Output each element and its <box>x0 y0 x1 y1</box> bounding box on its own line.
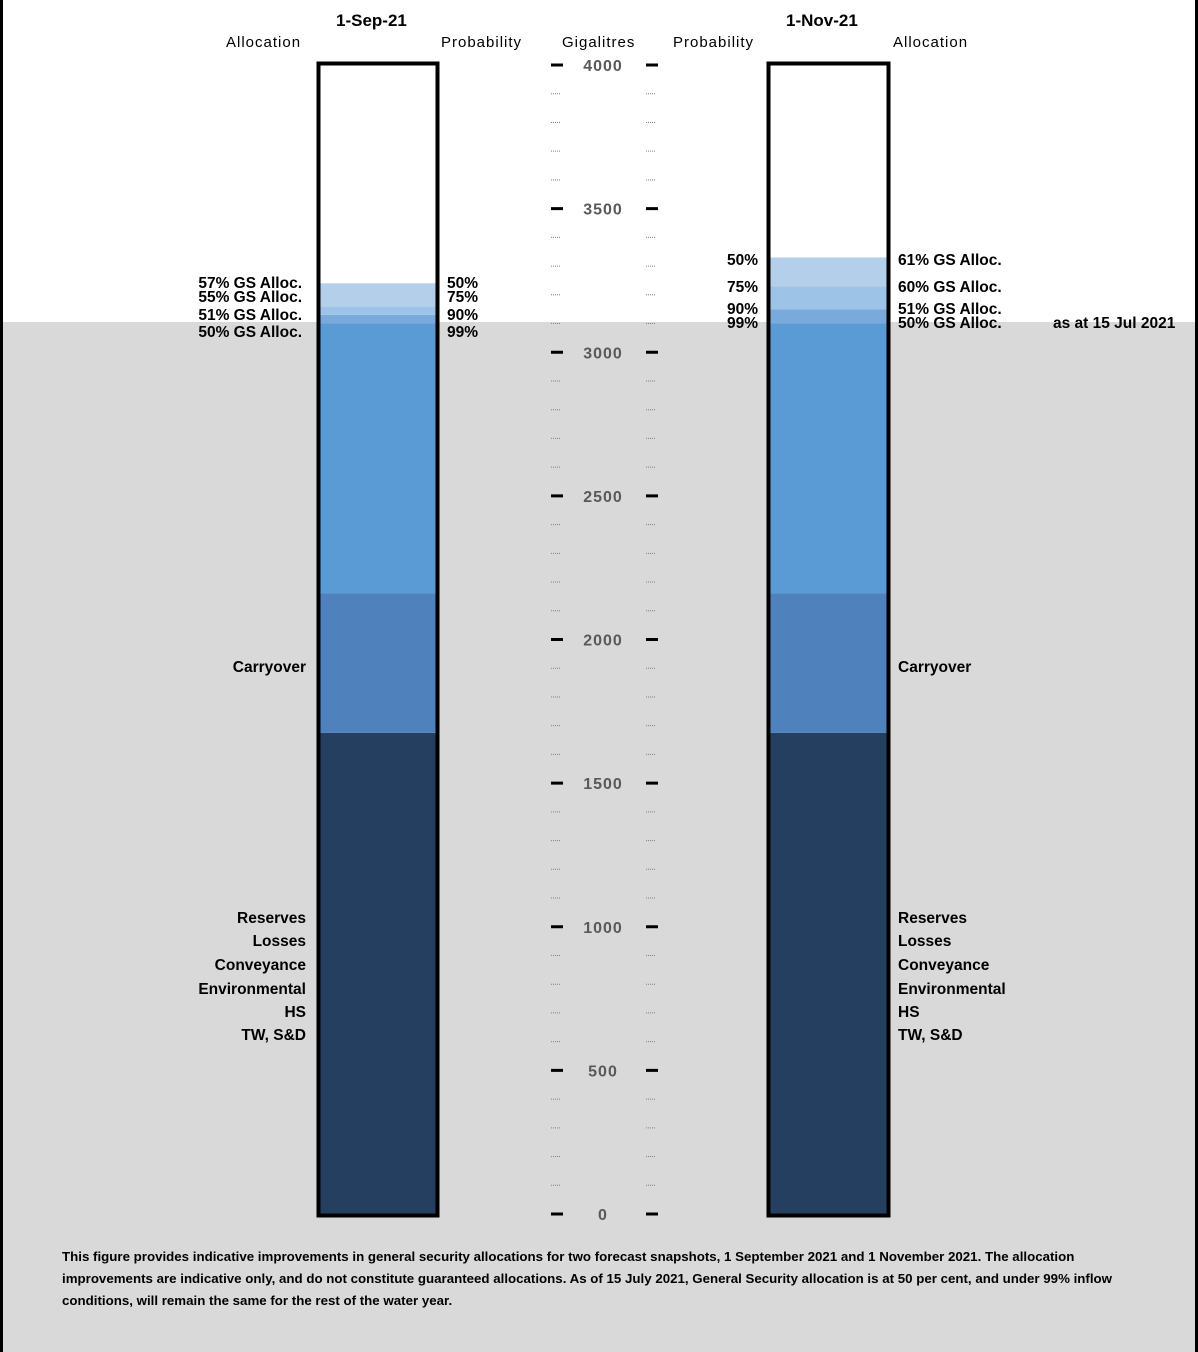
footnote: This figure provides indicative improvem… <box>62 1249 1112 1308</box>
bar-segment <box>770 257 887 287</box>
carryover-label: Carryover <box>232 659 306 676</box>
reserves-label: Reserves <box>237 910 306 927</box>
column-date-2: 1-Nov-21 <box>786 11 858 30</box>
tick-label: 2000 <box>583 633 623 650</box>
tick-label: 0 <box>598 1207 608 1224</box>
losses-label: Losses <box>898 933 952 950</box>
column-2-probability-header: Probability <box>673 34 755 51</box>
reserves-label: Reserves <box>898 910 967 927</box>
column-1-allocation-header: Allocation <box>226 34 302 51</box>
bar-segment <box>320 323 436 594</box>
col2-probability-label: 90% <box>726 301 758 318</box>
bar-segment <box>770 323 887 594</box>
col1-probability-label: 50% <box>447 275 479 292</box>
tick-label: 1500 <box>583 776 623 793</box>
bar-segment <box>320 283 436 307</box>
tw-sd-label: TW, S&D <box>241 1027 306 1044</box>
tick-label: 500 <box>588 1063 618 1080</box>
col2-alloc-label: 61% GS Alloc. <box>898 252 1002 269</box>
bar-segment <box>320 593 436 733</box>
col1-alloc-label: 55% GS Alloc. <box>198 289 302 306</box>
environmental-label: Environmental <box>898 981 1006 998</box>
col2-alloc-label: 50% GS Alloc. <box>898 315 1002 332</box>
column-2-allocation-header: Allocation <box>893 34 969 51</box>
tick-label: 4000 <box>583 58 623 75</box>
col2-alloc-label: 60% GS Alloc. <box>898 279 1002 296</box>
col1-probability-label: 90% <box>447 307 479 324</box>
col2-alloc-label: 51% GS Alloc. <box>898 301 1002 318</box>
hs-label: HS <box>898 1004 920 1021</box>
col2-probability-label: 50% <box>726 252 758 269</box>
bar-segment <box>320 306 436 315</box>
tick-label: 3000 <box>583 345 623 362</box>
col2-probability-label: 75% <box>726 279 758 296</box>
tick-label: 2500 <box>583 489 623 506</box>
column-1-probability-header: Probability <box>441 34 523 51</box>
col1-probability-label: 99% <box>447 324 479 341</box>
column-date-1: 1-Sep-21 <box>336 11 407 30</box>
tick-label: 3500 <box>583 202 623 219</box>
conveyance-label: Conveyance <box>214 957 306 974</box>
conveyance-label: Conveyance <box>898 957 990 974</box>
bar-segment <box>320 314 436 324</box>
bar-outline <box>316 61 440 1218</box>
bar-segment <box>320 732 436 1214</box>
bar-segment <box>770 309 887 324</box>
as-at-background-band <box>3 322 1195 1352</box>
col1-alloc-label: 50% GS Alloc. <box>198 324 302 341</box>
carryover-label: Carryover <box>898 659 972 676</box>
bar-segment <box>770 732 887 1214</box>
col1-alloc-label: 51% GS Alloc. <box>198 307 302 324</box>
tw-sd-label: TW, S&D <box>898 1027 963 1044</box>
col1-alloc-label: 57% GS Alloc. <box>198 275 302 292</box>
losses-label: Losses <box>252 933 306 950</box>
col2-probability-label: 99% <box>726 315 758 332</box>
col1-probability-label: 75% <box>447 289 479 306</box>
bar-segment <box>770 593 887 733</box>
as-at-note: as at 15 Jul 2021 <box>1053 315 1176 332</box>
bar-outline <box>766 61 891 1218</box>
environmental-label: Environmental <box>198 981 306 998</box>
hs-label: HS <box>284 1004 306 1021</box>
tick-label: 1000 <box>583 920 623 937</box>
axis-label: Gigalitres <box>562 34 636 51</box>
bar-segment <box>770 286 887 310</box>
